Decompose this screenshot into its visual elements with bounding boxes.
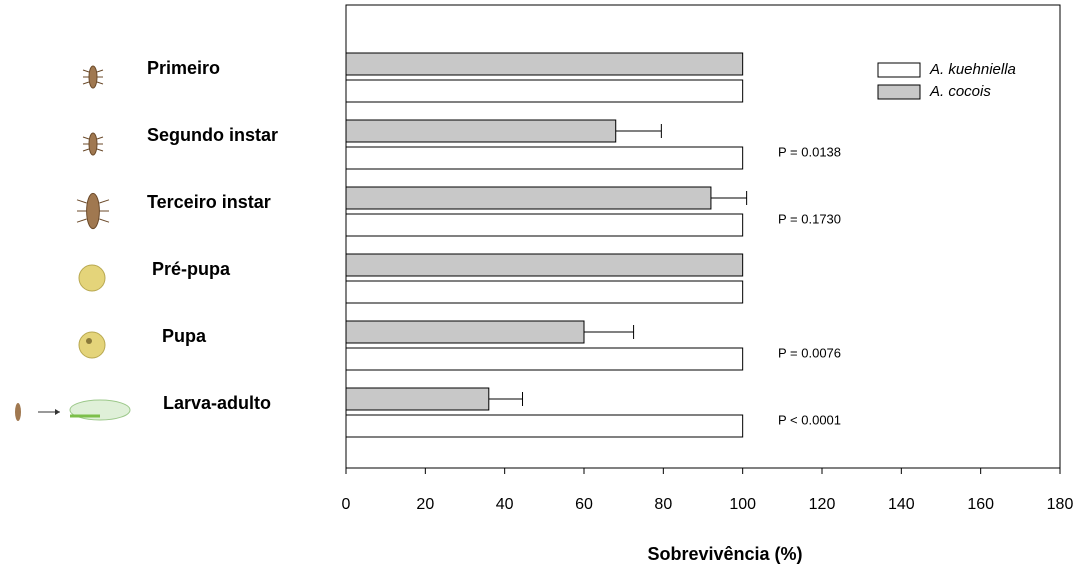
x-tick-label: 20 [416, 496, 434, 513]
insect-leg [83, 70, 89, 72]
bar [346, 120, 616, 142]
category-label: Pré-pupa [152, 259, 231, 279]
bar [346, 147, 743, 169]
x-tick-label: 0 [342, 496, 351, 513]
error-bar [711, 191, 747, 205]
category-label: Terceiro instar [147, 192, 271, 212]
x-tick-label: 180 [1047, 496, 1074, 513]
bar [346, 254, 743, 276]
x-tick-label: 60 [575, 496, 593, 513]
insect-leg [77, 200, 87, 203]
x-tick-label: 100 [729, 496, 756, 513]
p-value: P = 0.1730 [778, 211, 841, 226]
x-tick-label: 80 [654, 496, 672, 513]
error-bar [489, 392, 523, 406]
insect-leg [97, 70, 103, 72]
insect-leg [99, 200, 109, 203]
chart: Sobrevivência (%) 0 20 40 60 80 100 120 140 160 1… [0, 0, 1085, 572]
error-bar [584, 325, 634, 339]
legend-label: A. cocois [929, 83, 991, 100]
x-axis-label: Sobrevivência (%) [647, 544, 802, 564]
insect-leg [99, 219, 109, 222]
bar [346, 80, 743, 102]
bar [346, 53, 743, 75]
insect-leg [83, 149, 89, 151]
cocoon-icon [79, 265, 105, 291]
insect-icon [89, 66, 97, 88]
error-bar [616, 124, 662, 138]
bar [346, 214, 743, 236]
insect-icon [89, 133, 97, 155]
insect-leg [97, 149, 103, 151]
insect-leg [77, 219, 87, 222]
category-label: Pupa [162, 326, 207, 346]
category-label: Segundo instar [147, 125, 278, 145]
bar [346, 415, 743, 437]
p-value: P = 0.0138 [778, 144, 841, 159]
legend-label: A. kuehniella [929, 61, 1016, 78]
x-tick-label: 160 [967, 496, 994, 513]
p-value: P = 0.0076 [778, 345, 841, 360]
legend-swatch [878, 85, 920, 99]
bar [346, 281, 743, 303]
bar [346, 321, 584, 343]
insect-icon [87, 193, 100, 228]
insect-leg [83, 137, 89, 139]
bar [346, 187, 711, 209]
x-tick-label: 120 [809, 496, 836, 513]
cocoon-spot [86, 338, 92, 344]
category-label: Larva-adulto [163, 393, 271, 413]
x-tick-label: 40 [496, 496, 514, 513]
insect-leg [97, 137, 103, 139]
insect-leg [83, 82, 89, 84]
p-value: P < 0.0001 [778, 412, 841, 427]
insect-icon [15, 403, 21, 421]
arrow-head [55, 409, 60, 415]
legend-swatch [878, 63, 920, 77]
bar [346, 388, 489, 410]
x-tick-label: 140 [888, 496, 915, 513]
insect-leg [97, 82, 103, 84]
bar [346, 348, 743, 370]
cocoon-icon [79, 332, 105, 358]
category-label: Primeiro [147, 58, 220, 78]
